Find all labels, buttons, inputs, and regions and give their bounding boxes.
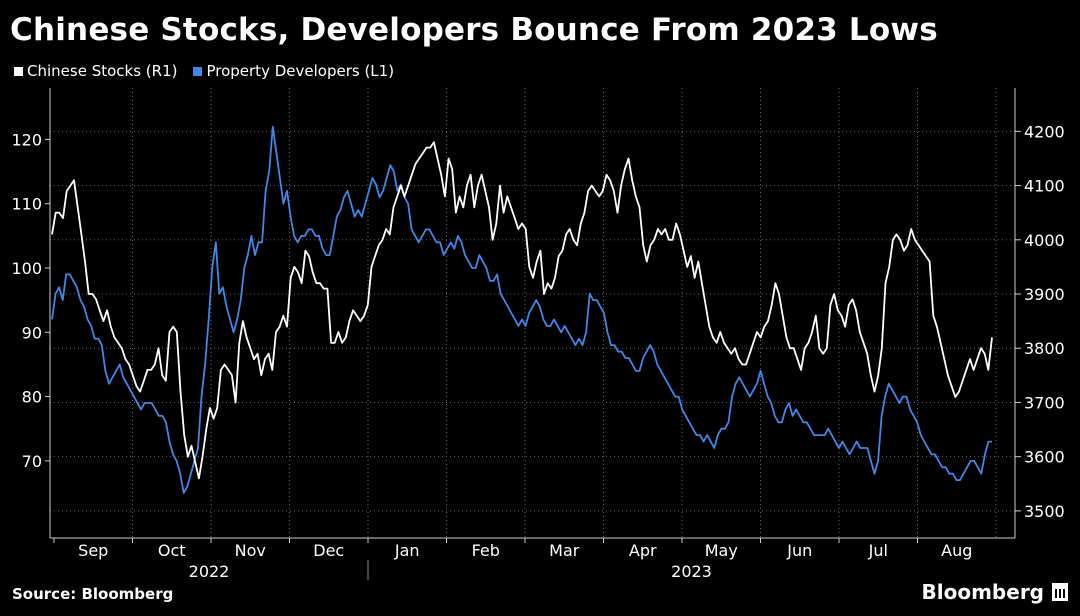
right-tick-label: 4000: [1024, 231, 1065, 250]
legend-swatch-property-developers: [193, 66, 203, 76]
right-tick-label: 3900: [1024, 285, 1065, 304]
left-tick-label: 110: [11, 195, 42, 214]
right-tick-label: 4100: [1024, 177, 1065, 196]
legend: Chinese Stocks (R1) Property Developers …: [14, 62, 410, 80]
legend-item-chinese-stocks: Chinese Stocks (R1): [14, 62, 177, 80]
month-label: Dec: [313, 541, 344, 560]
brand-text: Bloomberg: [921, 580, 1044, 604]
month-label: Jan: [394, 541, 420, 560]
left-tick-label: 120: [11, 130, 42, 149]
right-tick-label: 3700: [1024, 393, 1065, 412]
grid-lines: [50, 88, 1015, 538]
year-label-2023: 2023: [671, 562, 712, 580]
source-note: Source: Bloomberg: [12, 585, 174, 603]
bloomberg-logo: Bloomberg: [922, 580, 1068, 604]
right-tick-label: 3500: [1024, 502, 1065, 521]
month-label: Sep: [78, 541, 108, 560]
line-chart: 3500 3600 3700 3800 3900 4000 4100 4200 70 80 90 10…: [11, 88, 1065, 580]
month-label: Mar: [549, 541, 580, 560]
right-tick-label: 3800: [1024, 339, 1065, 358]
legend-swatch-chinese-stocks: [14, 66, 23, 76]
month-label: Feb: [472, 541, 500, 560]
series-line-property-developers: [51, 125, 992, 494]
legend-label-property-developers: Property Developers (L1): [206, 62, 395, 80]
terminal-icon: [1052, 583, 1068, 601]
right-tick-label: 3600: [1024, 448, 1065, 467]
left-tick-label: 90: [22, 323, 42, 342]
month-label: Nov: [235, 541, 266, 560]
series-line-chinese-stocks: [51, 141, 993, 480]
month-label: Aug: [941, 541, 972, 560]
year-label-2022: 2022: [189, 562, 230, 580]
month-label: Jun: [786, 541, 812, 560]
month-label: Apr: [629, 541, 657, 560]
left-tick-label: 70: [22, 452, 42, 471]
month-label: Jul: [868, 541, 888, 560]
legend-item-property-developers: Property Developers (L1): [193, 62, 394, 80]
legend-label-chinese-stocks: Chinese Stocks (R1): [27, 62, 178, 80]
left-tick-label: 100: [11, 259, 42, 278]
month-label: Oct: [158, 541, 186, 560]
month-label: May: [705, 541, 738, 560]
axes: 3500 3600 3700 3800 3900 4000 4100 4200 70 80 90 10…: [11, 88, 1065, 580]
chart-title: Chinese Stocks, Developers Bounce From 2…: [10, 12, 938, 48]
left-tick-label: 80: [22, 388, 42, 407]
right-tick-label: 4200: [1024, 122, 1065, 141]
series-lines: [51, 125, 993, 494]
